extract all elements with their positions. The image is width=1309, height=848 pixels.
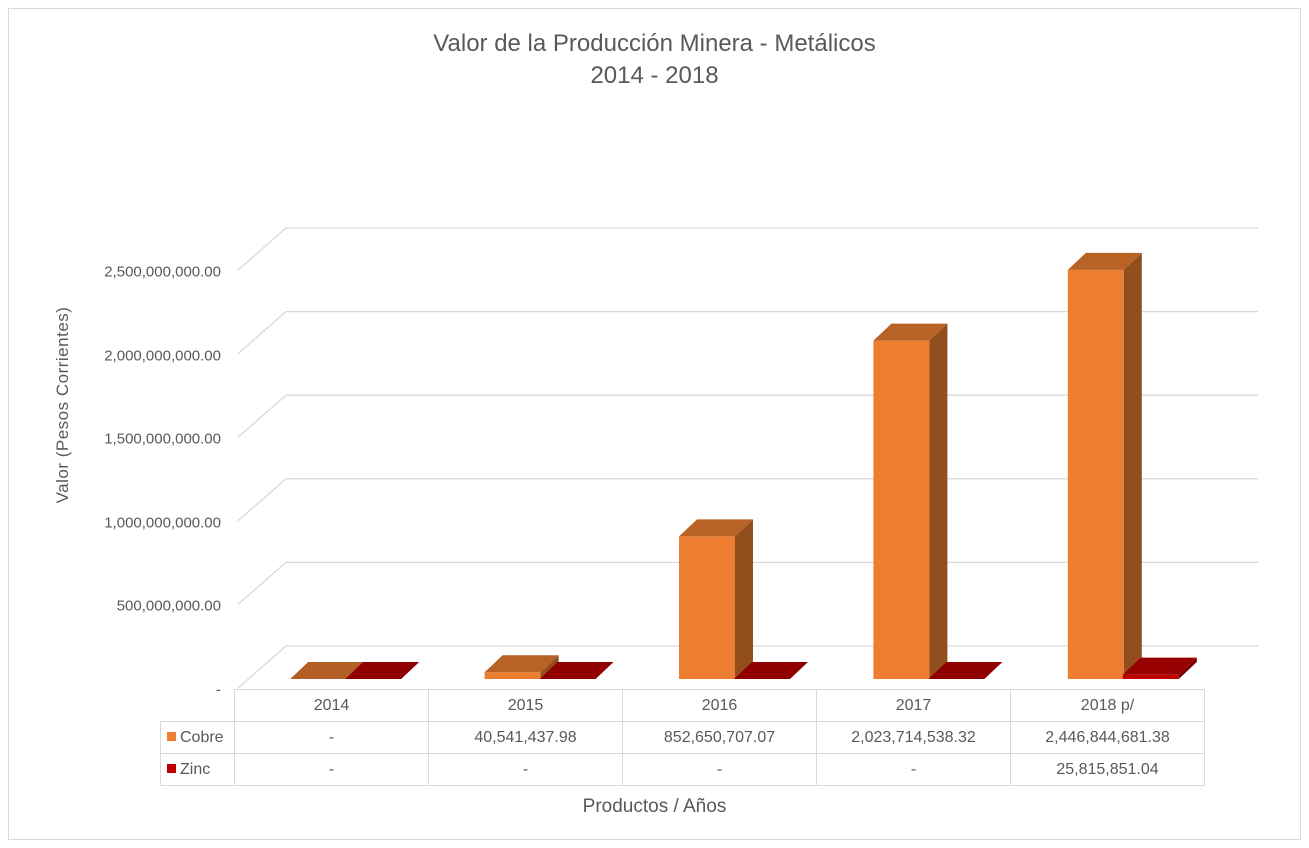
data-cell: - [816, 753, 1011, 786]
bar-top [1122, 657, 1197, 675]
category-label: 2015 [428, 689, 623, 722]
bar-cobre [484, 655, 559, 679]
data-cell: 2,446,844,681.38 [1010, 721, 1205, 754]
data-cell: - [428, 753, 623, 786]
bar-zinc [1122, 657, 1197, 679]
bar-cobre [1067, 252, 1142, 679]
y-tick-label: 1,500,000,000.00 [104, 430, 221, 448]
bar-side [1123, 252, 1142, 679]
bar-top [345, 662, 420, 679]
bar-zinc [928, 662, 1003, 679]
data-table: 2014 2015 2016 2017 2018 p/ Cobre - 40,5… [160, 689, 1205, 786]
bar-zinc [734, 662, 808, 679]
y-tick-label: 2,500,000,000.00 [104, 263, 221, 281]
bar-front [1122, 674, 1179, 679]
gridline-depth [237, 394, 287, 438]
bar-top [484, 655, 559, 673]
category-label: 2016 [622, 689, 817, 722]
category-label: 2018 p/ [1010, 689, 1205, 722]
bar-top [290, 662, 365, 679]
data-cell: 25,815,851.04 [1010, 753, 1205, 786]
legend-key-zinc [167, 763, 176, 773]
bar-top [679, 519, 753, 537]
bar-cobre [290, 662, 365, 679]
legend-entry-cobre: Cobre [160, 721, 235, 754]
data-cell: 2,023,714,538.32 [816, 721, 1011, 754]
bar-top [1067, 252, 1142, 270]
category-label: 2014 [234, 689, 429, 722]
data-table-header-row: 2014 2015 2016 2017 2018 p/ [160, 689, 1205, 722]
bar-top [539, 662, 614, 679]
series-name: Zinc [180, 760, 211, 778]
bar-side [1178, 657, 1197, 679]
category-label: 2017 [816, 689, 1011, 722]
series-name: Cobre [180, 728, 224, 746]
data-table-corner [160, 689, 235, 722]
data-cell: 852,650,707.07 [622, 721, 817, 754]
gridline-depth [237, 227, 287, 271]
gridline-depth [237, 478, 287, 522]
y-axis-label: Valor (Pesos Corrientes) [53, 306, 72, 504]
data-table-row-zinc: Zinc - - - - 25,815,851.04 [160, 753, 1205, 786]
data-cell: - [234, 721, 429, 754]
bar-side [540, 655, 559, 679]
bar-side [929, 323, 948, 679]
legend-key-cobre [167, 731, 176, 741]
data-cell: - [622, 753, 817, 786]
bar-front [1067, 269, 1124, 679]
bar-front [873, 340, 930, 679]
y-tick-label: 500,000,000.00 [116, 597, 221, 615]
x-axis-label: Productos / Años [582, 796, 727, 817]
gridline-depth [237, 311, 287, 355]
gridline-depth [237, 561, 287, 605]
y-tick-label: 2,000,000,000.00 [104, 347, 221, 365]
bar-side [735, 519, 753, 679]
bar-zinc [539, 662, 614, 679]
bar-top [734, 662, 808, 679]
chart-subtitle: 2014 - 2018 [590, 62, 719, 89]
bar-cobre [679, 519, 753, 679]
legend-entry-zinc: Zinc [160, 753, 235, 786]
bar-front [484, 672, 541, 679]
data-cell: - [234, 753, 429, 786]
data-cell: 40,541,437.98 [428, 721, 623, 754]
chart-title: Valor de la Producción Minera - Metálico… [433, 30, 876, 57]
bar-zinc [345, 662, 420, 679]
bar-top [873, 323, 948, 341]
y-tick-label: 1,000,000,000.00 [104, 514, 221, 532]
bar-front [679, 536, 735, 679]
bar-cobre [873, 323, 948, 679]
gridline-depth [237, 645, 287, 689]
data-table-row-cobre: Cobre - 40,541,437.98 852,650,707.07 2,0… [160, 721, 1205, 754]
bar-top [928, 662, 1003, 679]
